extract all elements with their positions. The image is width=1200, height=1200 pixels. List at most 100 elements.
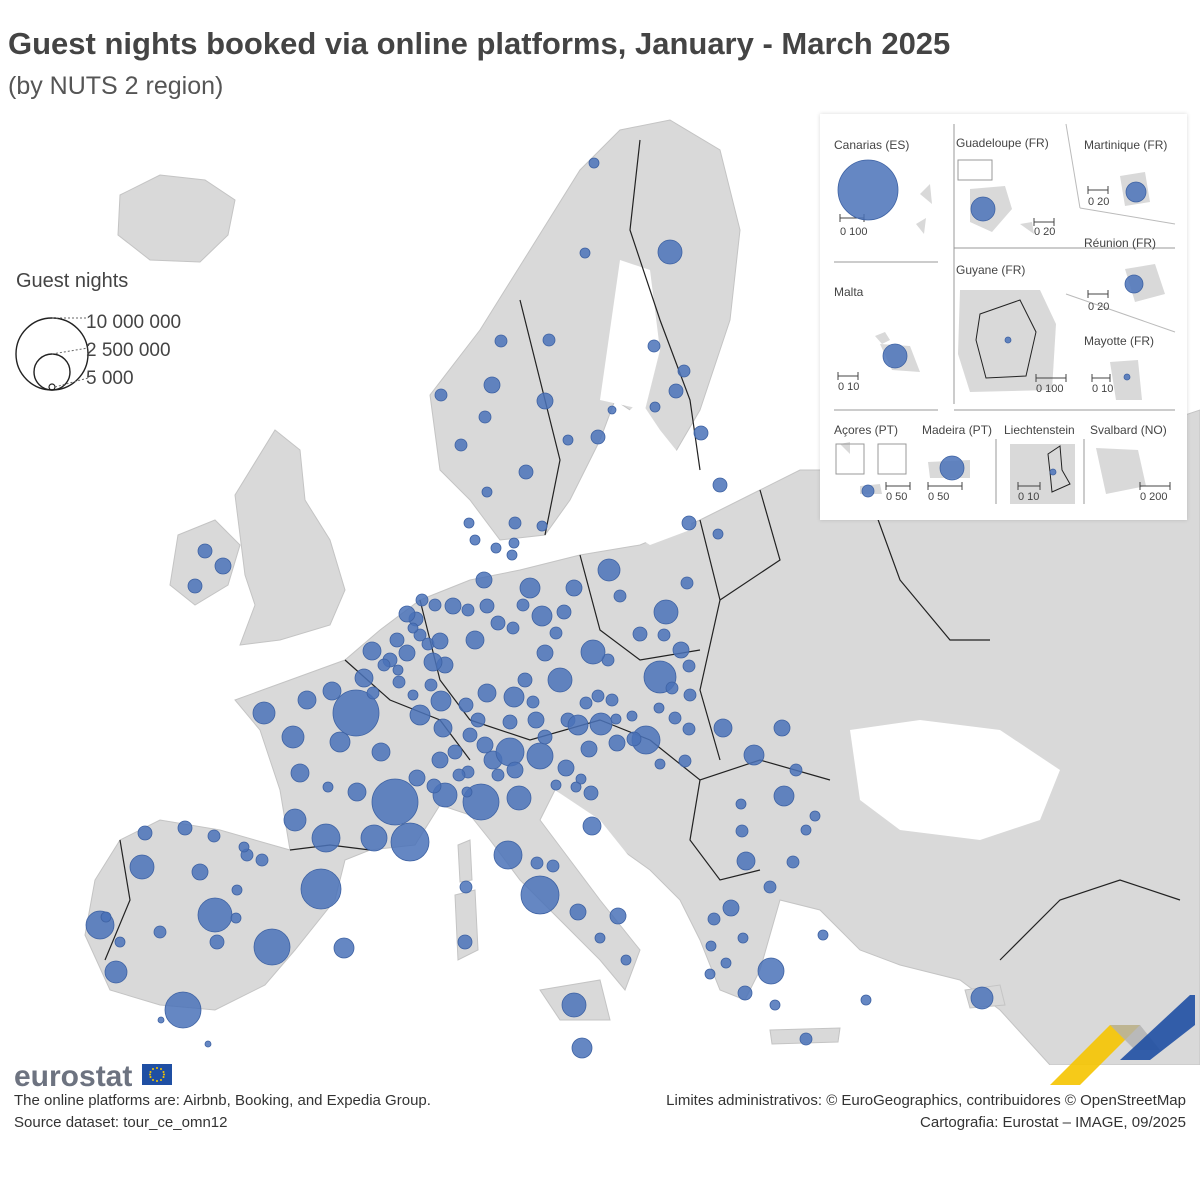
region-bubble bbox=[366, 686, 380, 700]
region-bubble bbox=[607, 405, 617, 415]
inset-label-guadeloupe: Guadeloupe (FR) bbox=[956, 136, 1049, 150]
region-bubble bbox=[579, 247, 591, 259]
inset-label-madeira: Madeira (PT) bbox=[922, 423, 993, 437]
region-bubble bbox=[542, 333, 556, 347]
region-bubble bbox=[281, 725, 305, 749]
region-bubble bbox=[680, 576, 694, 590]
legend-title: Guest nights bbox=[16, 270, 129, 292]
region-bubble bbox=[157, 1016, 165, 1024]
region-bubble bbox=[360, 824, 388, 852]
region-bubble bbox=[786, 855, 800, 869]
region-bubble bbox=[300, 868, 342, 910]
region-bubble bbox=[490, 615, 506, 631]
region-bubble bbox=[583, 785, 599, 801]
inset-scale-guyane: 0 100 bbox=[1036, 383, 1064, 395]
sea-cutouts bbox=[555, 260, 1060, 880]
region-bubble bbox=[191, 863, 209, 881]
region-bubble bbox=[580, 639, 606, 665]
region-bubble bbox=[610, 713, 622, 725]
region-bubble bbox=[481, 486, 493, 498]
region-bubble bbox=[129, 854, 155, 880]
legend-label-medium: 2 500 000 bbox=[86, 340, 171, 361]
sea-bothnia bbox=[600, 260, 660, 410]
region-bubble bbox=[547, 667, 573, 693]
region-bubble bbox=[556, 604, 572, 620]
region-bubble bbox=[100, 911, 112, 923]
region-bubble bbox=[517, 672, 533, 688]
region-bubble bbox=[557, 759, 575, 777]
bubble-canarias bbox=[837, 159, 899, 221]
region-bubble bbox=[506, 761, 524, 779]
region-bubble bbox=[657, 239, 683, 265]
region-bubble bbox=[333, 937, 355, 959]
region-bubble bbox=[589, 712, 613, 736]
sea-adriatic bbox=[555, 790, 640, 880]
region-bubble bbox=[809, 810, 821, 822]
region-bubble bbox=[800, 824, 812, 836]
region-bubble bbox=[434, 388, 448, 402]
region-bubble bbox=[594, 932, 606, 944]
region-bubble bbox=[197, 897, 233, 933]
region-bubble bbox=[588, 157, 600, 169]
region-bubble bbox=[197, 543, 213, 559]
inset-scale-martinique: 0 20 bbox=[1088, 196, 1110, 208]
region-bubble bbox=[503, 686, 525, 708]
region-bubble bbox=[653, 599, 679, 625]
region-bubble bbox=[238, 841, 250, 853]
bubble-liechtenstein bbox=[1049, 468, 1057, 476]
europe-map bbox=[84, 119, 1200, 1065]
region-bubble bbox=[377, 658, 391, 672]
region-bubble bbox=[475, 571, 493, 589]
region-bubble bbox=[389, 632, 405, 648]
region-bubble bbox=[494, 334, 508, 348]
region-bubble bbox=[408, 769, 426, 787]
region-bubble bbox=[817, 929, 829, 941]
region-bubble bbox=[490, 542, 502, 554]
region-bubble bbox=[575, 773, 587, 785]
land-canarias bbox=[916, 184, 932, 234]
inset-label-liechtenstein: Liechtenstein bbox=[1004, 423, 1075, 437]
region-bubble bbox=[431, 751, 449, 769]
map-title: Guest nights booked via online platforms… bbox=[8, 26, 951, 61]
eurostat-decor-logo bbox=[1050, 995, 1195, 1085]
bubble-mayotte bbox=[1123, 373, 1131, 381]
region-bubble bbox=[737, 985, 753, 1001]
region-bubble bbox=[204, 1040, 212, 1048]
region-bubble bbox=[678, 754, 692, 768]
region-bubble bbox=[415, 593, 429, 607]
inset-label-acores: Açores (PT) bbox=[834, 423, 899, 437]
region-bubble bbox=[769, 999, 781, 1011]
region-bubble bbox=[668, 711, 682, 725]
region-bubble bbox=[530, 856, 544, 870]
land-sardinia bbox=[454, 889, 479, 961]
region-bubble bbox=[452, 768, 466, 782]
region-bubble bbox=[431, 632, 449, 650]
region-bubble bbox=[591, 689, 605, 703]
region-bubble bbox=[506, 785, 532, 811]
region-bubble bbox=[483, 376, 501, 394]
region-bubble bbox=[705, 940, 717, 952]
region-bubble bbox=[430, 690, 452, 712]
region-bubble bbox=[253, 928, 291, 966]
region-bubble bbox=[693, 425, 709, 441]
footnote-platforms: The online platforms are: Airbnb, Bookin… bbox=[14, 1092, 431, 1109]
region-bubble bbox=[647, 339, 661, 353]
region-bubble bbox=[609, 907, 627, 925]
region-bubble bbox=[461, 786, 473, 798]
region-bubble bbox=[428, 598, 442, 612]
region-bubble bbox=[570, 781, 582, 793]
region-bubble bbox=[736, 851, 756, 871]
bubble-guyane bbox=[1004, 336, 1012, 344]
inset-label-malta: Malta bbox=[834, 285, 864, 299]
legend-label-large: 10 000 000 bbox=[86, 312, 182, 333]
region-bubble bbox=[469, 534, 481, 546]
region-bubble bbox=[329, 731, 351, 753]
region-bubble bbox=[613, 589, 627, 603]
credit-cartography: Cartografia: Eurostat – IMAGE, 09/2025 bbox=[920, 1114, 1186, 1131]
inset-label-canarias: Canarias (ES) bbox=[834, 138, 910, 152]
inset-scale-guadeloupe: 0 20 bbox=[1034, 226, 1056, 238]
bubble-acores bbox=[861, 484, 875, 498]
region-bubble bbox=[311, 823, 341, 853]
region-bubble bbox=[398, 605, 416, 623]
region-bubble bbox=[565, 579, 583, 597]
